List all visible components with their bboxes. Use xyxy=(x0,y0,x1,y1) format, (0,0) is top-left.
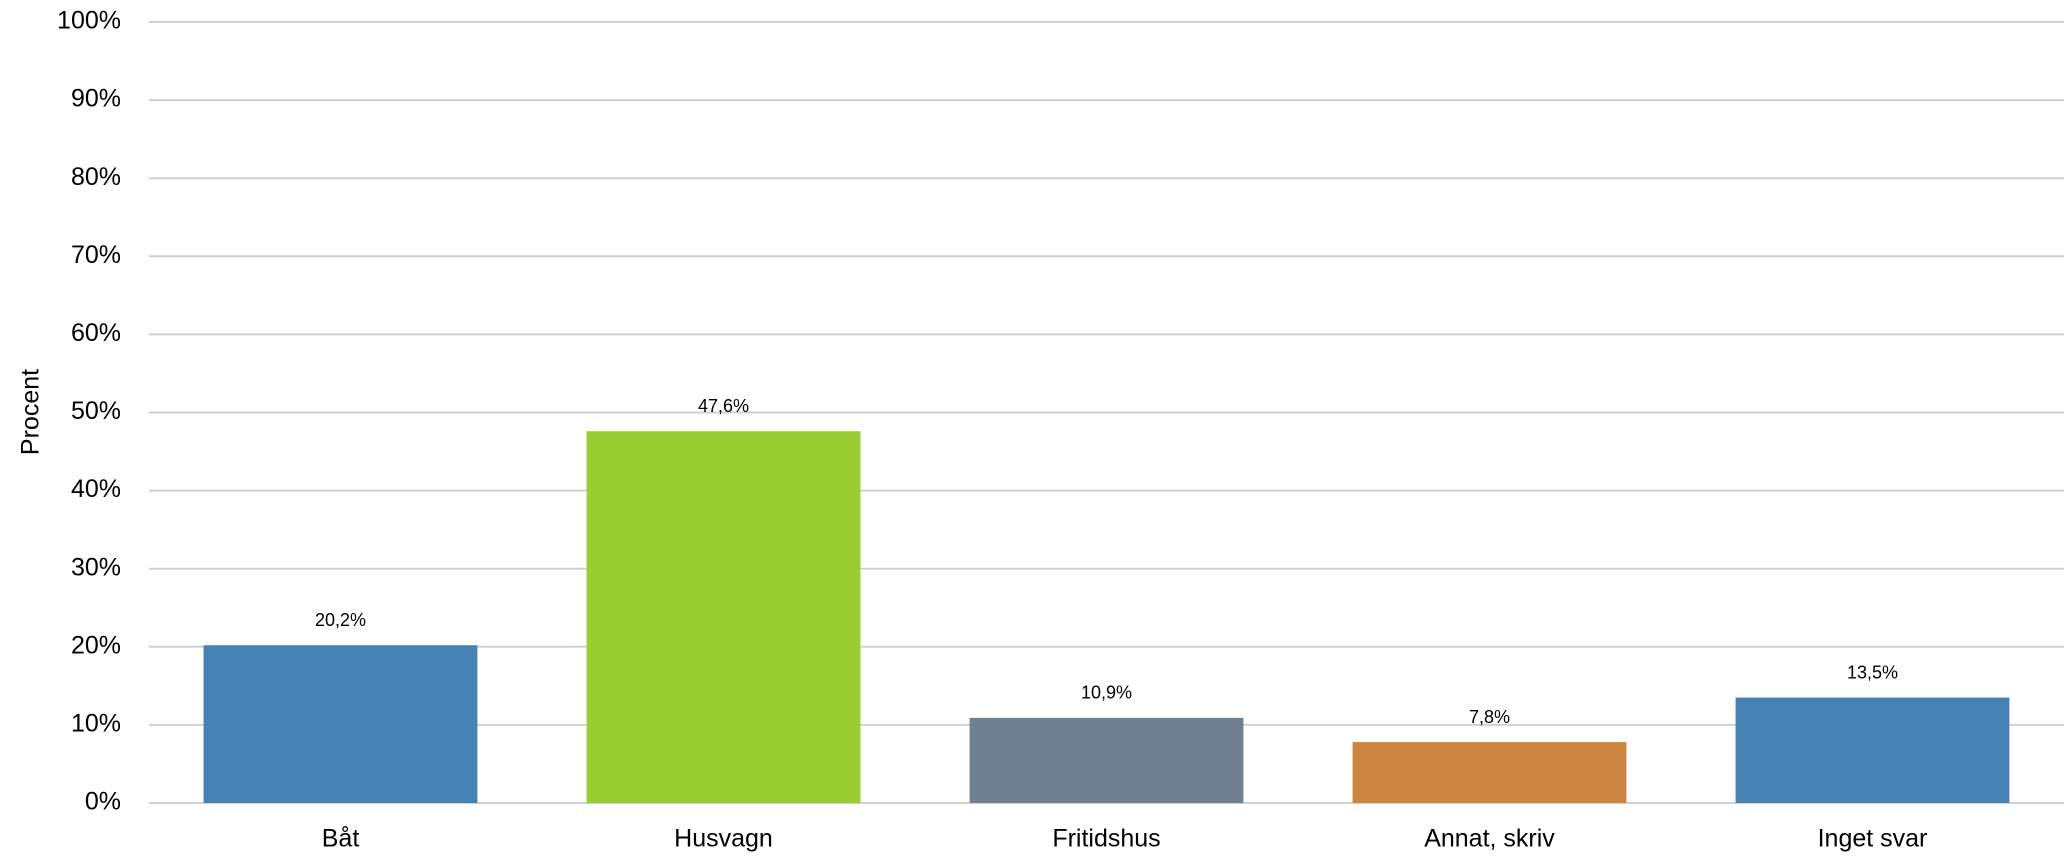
y-tick-label: 100% xyxy=(57,7,121,35)
y-tick-label: 70% xyxy=(71,241,121,269)
value-label: 47,6% xyxy=(698,396,749,416)
value-label: 13,5% xyxy=(1847,662,1898,682)
y-tick-label: 20% xyxy=(71,631,121,659)
x-tick-label: Fritidshus xyxy=(1052,825,1160,853)
value-label: 20,2% xyxy=(315,610,366,630)
x-tick-label: Annat, skriv xyxy=(1424,825,1555,853)
x-tick-label: Inget svar xyxy=(1818,825,1928,853)
x-tick-label: Båt xyxy=(322,825,360,853)
bar xyxy=(969,717,1244,803)
bar xyxy=(1352,742,1627,803)
y-tick-label: 0% xyxy=(85,788,121,816)
y-tick-label: 50% xyxy=(71,397,121,425)
y-tick-label: 10% xyxy=(71,710,121,738)
bar xyxy=(586,431,861,803)
bar xyxy=(1735,697,2010,803)
y-tick-label: 60% xyxy=(71,319,121,347)
y-tick-label: 90% xyxy=(71,85,121,113)
x-tick-label: Husvagn xyxy=(674,825,773,853)
y-axis-label: Procent xyxy=(17,369,45,455)
value-label: 7,8% xyxy=(1469,707,1510,727)
y-tick-label: 80% xyxy=(71,163,121,191)
y-tick-label: 30% xyxy=(71,553,121,581)
value-label: 10,9% xyxy=(1081,683,1132,703)
bar xyxy=(203,645,478,803)
y-tick-label: 40% xyxy=(71,475,121,503)
